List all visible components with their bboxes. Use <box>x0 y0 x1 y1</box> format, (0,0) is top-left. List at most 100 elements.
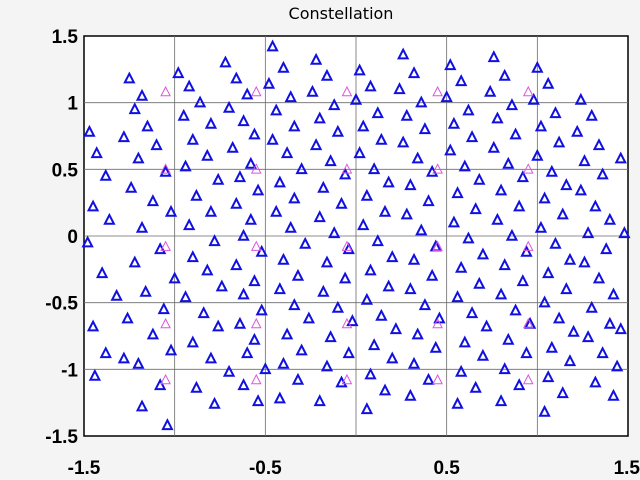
scatter-point <box>589 199 602 212</box>
scatter-point <box>168 271 181 284</box>
scatter-point <box>183 218 196 231</box>
scatter-point <box>250 240 262 251</box>
scatter-point <box>81 235 94 248</box>
scatter-point <box>603 212 617 225</box>
scatter-point <box>556 386 569 399</box>
scatter-point <box>295 162 308 175</box>
scatter-point <box>538 404 551 417</box>
scatter-point <box>201 148 214 161</box>
scatter-point <box>531 60 544 73</box>
scatter-point <box>291 372 305 385</box>
scatter-point <box>179 290 192 303</box>
scatter-point <box>498 258 511 271</box>
scatter-point <box>186 132 199 145</box>
scatter-point <box>110 288 123 301</box>
scatter-point <box>563 354 577 367</box>
scatter-point <box>288 119 301 132</box>
scatter-point <box>146 194 160 207</box>
scatter-point <box>549 106 562 119</box>
scatter-point <box>128 255 141 268</box>
scatter-point <box>331 300 345 313</box>
y-tick-label: -1.5 <box>45 427 78 448</box>
scatter-point <box>552 135 566 148</box>
scatter-point <box>607 287 620 300</box>
scatter-point <box>542 266 555 279</box>
scatter-point <box>364 263 377 276</box>
scatter-point <box>455 364 468 377</box>
scatter-point <box>295 343 308 356</box>
scatter-point <box>341 373 353 385</box>
scatter-point <box>338 167 352 180</box>
scatter-point <box>259 362 272 375</box>
scatter-point <box>161 418 174 431</box>
scatter-point <box>183 79 196 92</box>
scatter-point <box>160 163 171 174</box>
scatter-point <box>219 55 232 68</box>
scatter-point <box>422 194 435 207</box>
scatter-point <box>324 154 337 167</box>
scatter-point <box>313 111 326 124</box>
scatter-point <box>208 234 221 247</box>
x-tick-label: 1.5 <box>614 458 640 479</box>
grid-lines <box>84 36 628 436</box>
scatter-point <box>132 151 145 164</box>
scatter-point <box>357 218 370 231</box>
scatter-point <box>157 302 170 315</box>
scatter-point <box>250 163 262 174</box>
scatter-point <box>404 282 417 295</box>
scatter-point <box>117 351 131 364</box>
scatter-point <box>418 298 432 311</box>
scatter-point <box>212 172 225 185</box>
scatter-point <box>411 327 424 340</box>
scatter-point <box>494 287 508 300</box>
scatter-point <box>197 306 210 319</box>
scatter-point <box>255 244 268 257</box>
scatter-point <box>552 311 566 324</box>
scatter-point <box>462 103 475 116</box>
scatter-point <box>237 287 250 300</box>
scatter-point <box>86 199 100 212</box>
scatter-point <box>378 204 392 217</box>
scatter-point <box>389 322 403 335</box>
scatter-point <box>432 373 443 385</box>
scatter-point <box>400 108 413 121</box>
scatter-point <box>574 183 587 196</box>
scatter-point <box>309 138 323 151</box>
scatter-point <box>135 220 149 233</box>
scatter-point <box>563 252 577 265</box>
scatter-point <box>306 84 319 97</box>
scatter-point <box>95 266 109 279</box>
scatter-point <box>164 343 178 356</box>
scatter-point <box>498 68 511 81</box>
scatter-point <box>458 335 471 348</box>
scatter-point <box>88 368 102 381</box>
scatter-point <box>451 186 464 199</box>
scatter-point <box>516 170 529 183</box>
scatter-point <box>378 383 392 396</box>
scatter-point <box>320 68 334 81</box>
scatter-point <box>204 351 218 364</box>
scatter-point <box>415 95 428 108</box>
scatter-point <box>309 52 323 65</box>
data-points <box>81 39 631 431</box>
scatter-point <box>159 164 172 177</box>
scatter-point <box>589 375 602 388</box>
chart-title: Constellation <box>289 4 394 23</box>
scatter-point <box>273 391 286 404</box>
scatter-point <box>382 175 395 188</box>
x-tick-label: 0.5 <box>433 458 460 479</box>
scatter-point <box>353 146 366 159</box>
scatter-point <box>313 394 326 407</box>
scatter-point <box>317 180 330 193</box>
scatter-point <box>266 132 279 145</box>
scatter-point <box>154 378 167 391</box>
scatter-point <box>331 124 345 137</box>
scatter-point <box>465 306 479 319</box>
scatter-point <box>371 234 384 247</box>
scatter-point <box>150 138 163 151</box>
scatter-point <box>262 76 276 89</box>
scatter-point <box>513 199 526 212</box>
scatter-point <box>215 279 228 292</box>
scatter-point <box>404 178 417 191</box>
scatter-point <box>280 146 294 159</box>
